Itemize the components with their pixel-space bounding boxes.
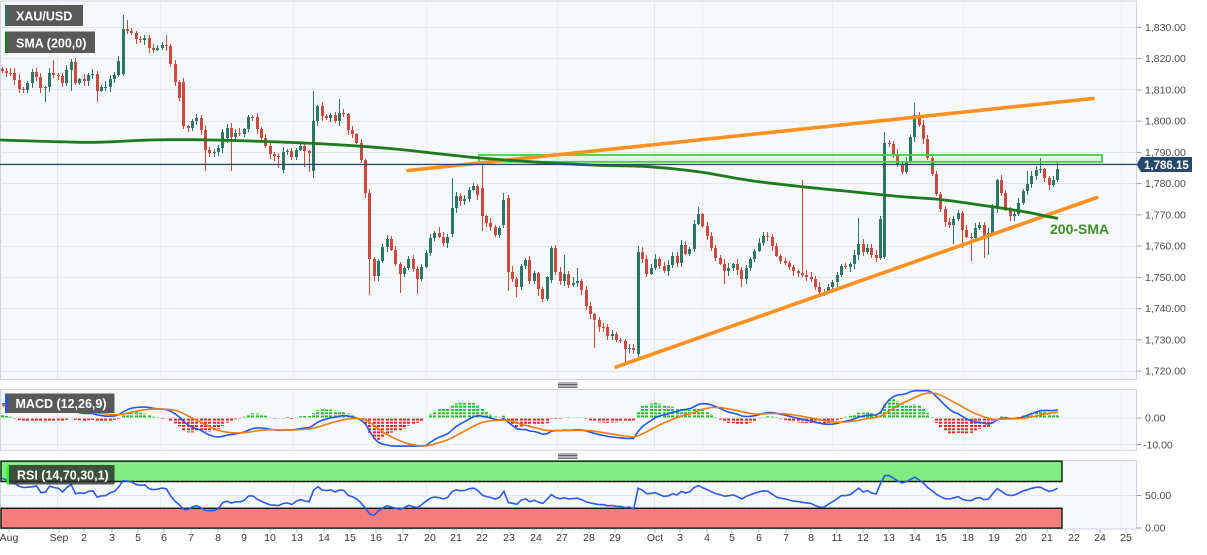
svg-text:15: 15 xyxy=(935,532,947,544)
svg-text:25: 25 xyxy=(1120,532,1132,544)
svg-text:Aug: Aug xyxy=(0,532,18,544)
svg-text:1,786.15: 1,786.15 xyxy=(1144,160,1189,172)
svg-text:28: 28 xyxy=(583,532,595,544)
svg-text:20: 20 xyxy=(424,532,436,544)
svg-text:13: 13 xyxy=(883,532,895,544)
svg-text:0.00: 0.00 xyxy=(1145,523,1166,535)
svg-text:8: 8 xyxy=(215,532,221,544)
svg-text:1,800.00: 1,800.00 xyxy=(1145,116,1186,128)
svg-text:16: 16 xyxy=(370,532,382,544)
svg-text:-10.00: -10.00 xyxy=(1143,439,1173,451)
svg-text:9: 9 xyxy=(241,532,247,544)
svg-text:1,810.00: 1,810.00 xyxy=(1145,84,1186,96)
svg-text:22: 22 xyxy=(476,532,488,544)
svg-text:200-SMA: 200-SMA xyxy=(1050,221,1109,237)
svg-text:21: 21 xyxy=(1041,532,1053,544)
svg-text:20: 20 xyxy=(1015,532,1027,544)
svg-text:24: 24 xyxy=(530,532,542,544)
svg-text:4: 4 xyxy=(704,532,710,544)
svg-text:0.00: 0.00 xyxy=(1145,413,1166,425)
svg-text:3: 3 xyxy=(677,532,683,544)
svg-text:1,790.00: 1,790.00 xyxy=(1145,147,1186,159)
svg-text:13: 13 xyxy=(291,532,303,544)
svg-text:7: 7 xyxy=(783,532,789,544)
svg-text:1,820.00: 1,820.00 xyxy=(1145,53,1186,65)
svg-text:5: 5 xyxy=(135,532,141,544)
svg-text:1,730.00: 1,730.00 xyxy=(1145,334,1186,346)
svg-text:15: 15 xyxy=(344,532,356,544)
svg-text:3: 3 xyxy=(109,532,115,544)
svg-text:1,750.00: 1,750.00 xyxy=(1145,272,1186,284)
svg-text:8: 8 xyxy=(808,532,814,544)
svg-text:Oct: Oct xyxy=(647,532,663,544)
svg-text:RSI (14,70,30,1): RSI (14,70,30,1) xyxy=(17,469,109,483)
svg-text:XAU/USD: XAU/USD xyxy=(16,10,72,24)
svg-text:24: 24 xyxy=(1094,532,1106,544)
svg-text:SMA (200,0): SMA (200,0) xyxy=(16,37,86,51)
svg-text:21: 21 xyxy=(450,532,462,544)
svg-text:1,740.00: 1,740.00 xyxy=(1145,303,1186,315)
svg-text:MACD (12,26,9): MACD (12,26,9) xyxy=(16,397,107,411)
svg-text:29: 29 xyxy=(609,532,621,544)
svg-text:1,780.00: 1,780.00 xyxy=(1145,178,1186,190)
svg-text:11: 11 xyxy=(832,532,843,544)
svg-text:14: 14 xyxy=(318,532,330,544)
svg-text:Sep: Sep xyxy=(50,532,69,544)
svg-text:2: 2 xyxy=(81,532,87,544)
svg-text:7: 7 xyxy=(188,532,194,544)
svg-text:12: 12 xyxy=(857,532,869,544)
svg-text:17: 17 xyxy=(397,532,409,544)
svg-text:1,720.00: 1,720.00 xyxy=(1145,366,1186,378)
svg-text:27: 27 xyxy=(556,532,568,544)
svg-text:1,770.00: 1,770.00 xyxy=(1145,209,1186,221)
svg-text:1,830.00: 1,830.00 xyxy=(1145,22,1186,34)
svg-text:50.00: 50.00 xyxy=(1145,490,1171,502)
svg-text:6: 6 xyxy=(161,532,167,544)
svg-text:22: 22 xyxy=(1068,532,1080,544)
svg-text:6: 6 xyxy=(756,532,762,544)
svg-text:1,760.00: 1,760.00 xyxy=(1145,241,1186,253)
svg-text:14: 14 xyxy=(909,532,921,544)
svg-text:18: 18 xyxy=(962,532,974,544)
svg-text:10: 10 xyxy=(264,532,276,544)
svg-text:5: 5 xyxy=(729,532,735,544)
svg-text:23: 23 xyxy=(503,532,515,544)
svg-text:19: 19 xyxy=(988,532,1000,544)
